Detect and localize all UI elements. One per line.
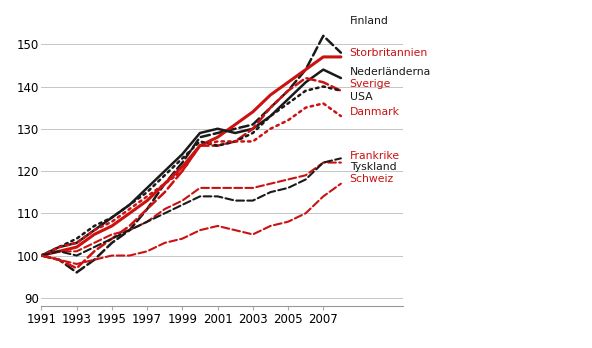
Text: Nederländerna: Nederländerna [350, 67, 431, 77]
Text: Frankrike: Frankrike [350, 151, 400, 161]
Text: Sverige: Sverige [350, 79, 391, 89]
Text: Schweiz: Schweiz [350, 174, 394, 184]
Text: Storbritannien: Storbritannien [350, 48, 428, 58]
Text: Tyskland: Tyskland [350, 162, 396, 172]
Text: Finland: Finland [350, 16, 388, 26]
Text: Danmark: Danmark [350, 107, 400, 117]
Text: USA: USA [350, 92, 372, 102]
